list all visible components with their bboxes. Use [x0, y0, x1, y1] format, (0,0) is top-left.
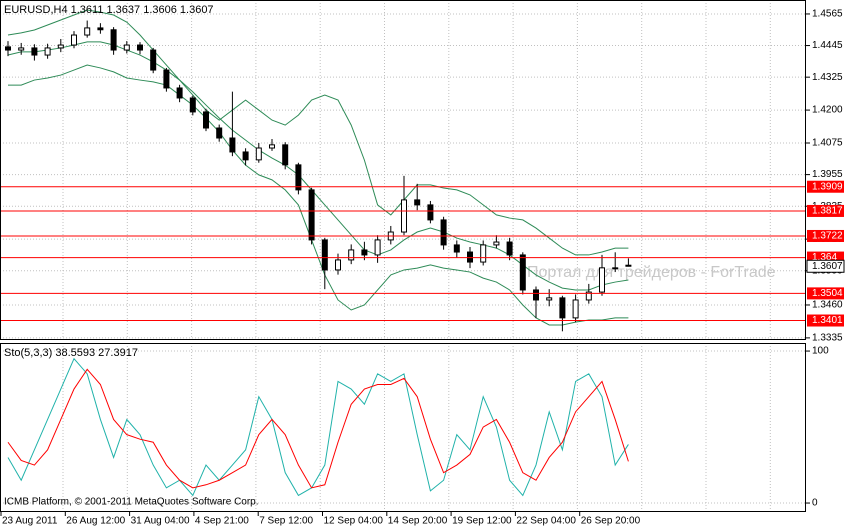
y-tick-label: 0	[812, 498, 818, 509]
candle-body	[427, 204, 434, 221]
candle-body	[625, 264, 632, 267]
candle-body	[335, 259, 341, 271]
candle-body	[585, 291, 592, 301]
candle-body	[295, 164, 302, 191]
candle-body	[308, 189, 315, 241]
stochastic-line	[7, 368, 629, 489]
candle-body	[31, 47, 38, 56]
y-tick-label: 1.4325	[812, 72, 843, 83]
level-label-box	[807, 229, 844, 242]
candle-body	[216, 127, 223, 139]
x-tick-label: 7 Sep 12:00	[259, 516, 313, 527]
candle-body	[519, 254, 526, 291]
panel-frame	[0, 343, 806, 512]
candle-body	[110, 29, 117, 51]
candle-body	[176, 87, 183, 99]
candle-body	[44, 47, 51, 56]
chart-title: EURUSD,H4 1.3611 1.3637 1.3606 1.3607	[4, 4, 214, 16]
y-tick-label: 1.4075	[812, 138, 843, 149]
x-tick-label: 26 Aug 12:00	[66, 516, 125, 527]
candle-body	[163, 69, 170, 89]
candle-body	[453, 244, 460, 253]
level-label-box	[807, 287, 844, 300]
candle-body	[137, 44, 143, 51]
level-label-box	[807, 314, 844, 327]
candle-body	[559, 297, 566, 319]
candle-body	[242, 151, 249, 161]
footer: ICMB Platform, © 2001-2011 MetaQuotes So…	[4, 497, 259, 508]
panel-frame	[0, 0, 806, 340]
indicator-title: Sto(5,3,3) 38.5593 27.3917	[4, 347, 138, 359]
candle-body	[480, 244, 487, 263]
candle-body	[599, 267, 605, 293]
y-tick-label: 1.3335	[812, 333, 843, 344]
y-tick-label: 1.4565	[812, 9, 843, 20]
candle-body	[401, 199, 407, 233]
stochastic-line	[7, 357, 629, 497]
candle-body	[57, 44, 64, 49]
candle-body	[361, 249, 368, 256]
level-label: 1.3722	[812, 231, 843, 242]
level-label: 1.3909	[812, 181, 843, 192]
candle-body	[71, 34, 77, 46]
candle-body	[97, 27, 104, 31]
candle-body	[374, 239, 381, 256]
candle-body	[572, 299, 579, 319]
x-tick-label: 12 Sep 04:00	[324, 516, 384, 527]
x-tick-label: 31 Aug 04:00	[131, 516, 190, 527]
candle-body	[546, 297, 553, 301]
price-label: 1.3607	[812, 261, 843, 272]
y-tick-label: 100	[812, 346, 829, 357]
y-tick-label: 1.4445	[812, 40, 843, 51]
y-tick-label: 1.3955	[812, 169, 843, 180]
candle-body	[203, 111, 209, 129]
candle-body	[467, 251, 473, 263]
x-tick-label: 26 Sep 20:00	[581, 516, 641, 527]
y-tick-label: 1.3460	[812, 300, 843, 311]
y-tick-label: 1.4200	[812, 105, 843, 116]
price-label-box	[806, 259, 845, 273]
candle-body	[5, 46, 11, 51]
x-tick-label: 14 Sep 20:00	[388, 516, 448, 527]
candle-body	[255, 147, 262, 161]
candle-body	[123, 44, 130, 51]
candle-body	[269, 144, 275, 149]
watermark: Портал для трейдеров - ForTrade	[527, 264, 776, 281]
level-label-box	[807, 204, 844, 217]
x-tick-label: 19 Sep 12:00	[452, 516, 512, 527]
band-line	[7, 9, 629, 256]
candle-body	[282, 144, 289, 166]
level-label: 1.3817	[812, 206, 843, 217]
candle-body	[18, 47, 25, 51]
candle-body	[348, 249, 355, 261]
x-tick-label: 23 Aug 2011	[2, 516, 58, 527]
candle-body	[414, 199, 421, 206]
candle-body	[493, 241, 500, 246]
level-label: 1.3401	[812, 315, 843, 326]
candle-body	[612, 267, 619, 270]
candle-body	[440, 219, 447, 246]
x-tick-label: 4 Sep 21:00	[195, 516, 249, 527]
candle-body	[150, 49, 157, 71]
candle-body	[533, 289, 539, 301]
x-tick-label: 22 Sep 04:00	[516, 516, 576, 527]
level-label: 1.364	[812, 252, 837, 263]
level-label: 1.3504	[812, 288, 843, 299]
candle-body	[506, 241, 513, 256]
candle-body	[229, 137, 236, 153]
candle-body	[321, 239, 328, 271]
candle-body	[84, 27, 91, 36]
candle-body	[189, 97, 196, 113]
level-label-box	[807, 180, 844, 193]
